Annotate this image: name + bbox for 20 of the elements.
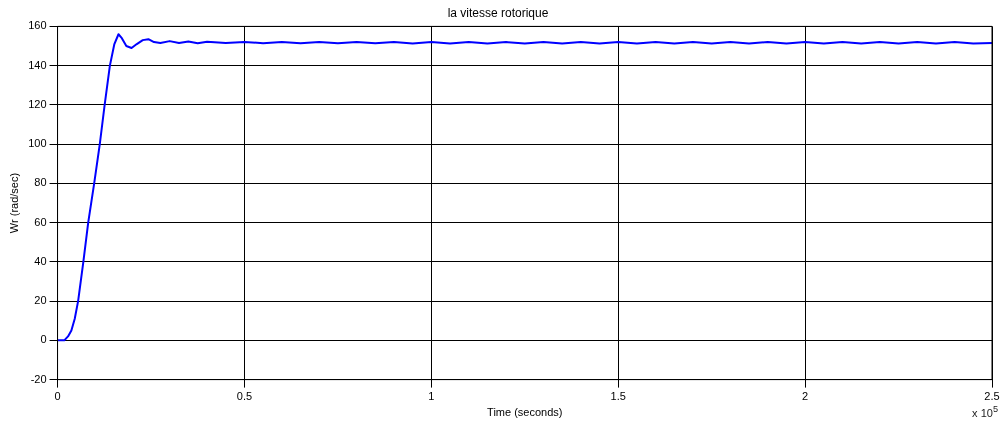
y-tick-label: 40 [34, 254, 47, 267]
y-tick-label: 60 [34, 215, 47, 228]
y-tick-label: 20 [34, 294, 47, 307]
y-tick-label: 140 [28, 58, 47, 71]
x-tick-label: 2.5 [984, 390, 1000, 403]
chart-title: la vitesse rotorique [447, 5, 549, 20]
x-tick-label: 1.5 [610, 390, 626, 403]
x-tick-label: 0 [54, 390, 61, 403]
y-tick-label: -20 [30, 372, 47, 385]
y-tick-label: 80 [34, 176, 47, 189]
y-tick-label: 120 [28, 97, 47, 110]
x-tick-label: 0.5 [236, 390, 253, 403]
x-tick-label: 2 [802, 390, 809, 403]
y-tick-label: 100 [28, 137, 47, 150]
y-axis-title: Wr (rad/sec) [7, 172, 20, 234]
y-tick-label: 160 [28, 19, 47, 32]
text: x 10$^{5}$ [972, 404, 998, 419]
y-tick-label: 0 [40, 333, 47, 346]
x-tick-label: 1 [428, 390, 435, 403]
x-axis-title: Time (seconds) [487, 406, 563, 419]
